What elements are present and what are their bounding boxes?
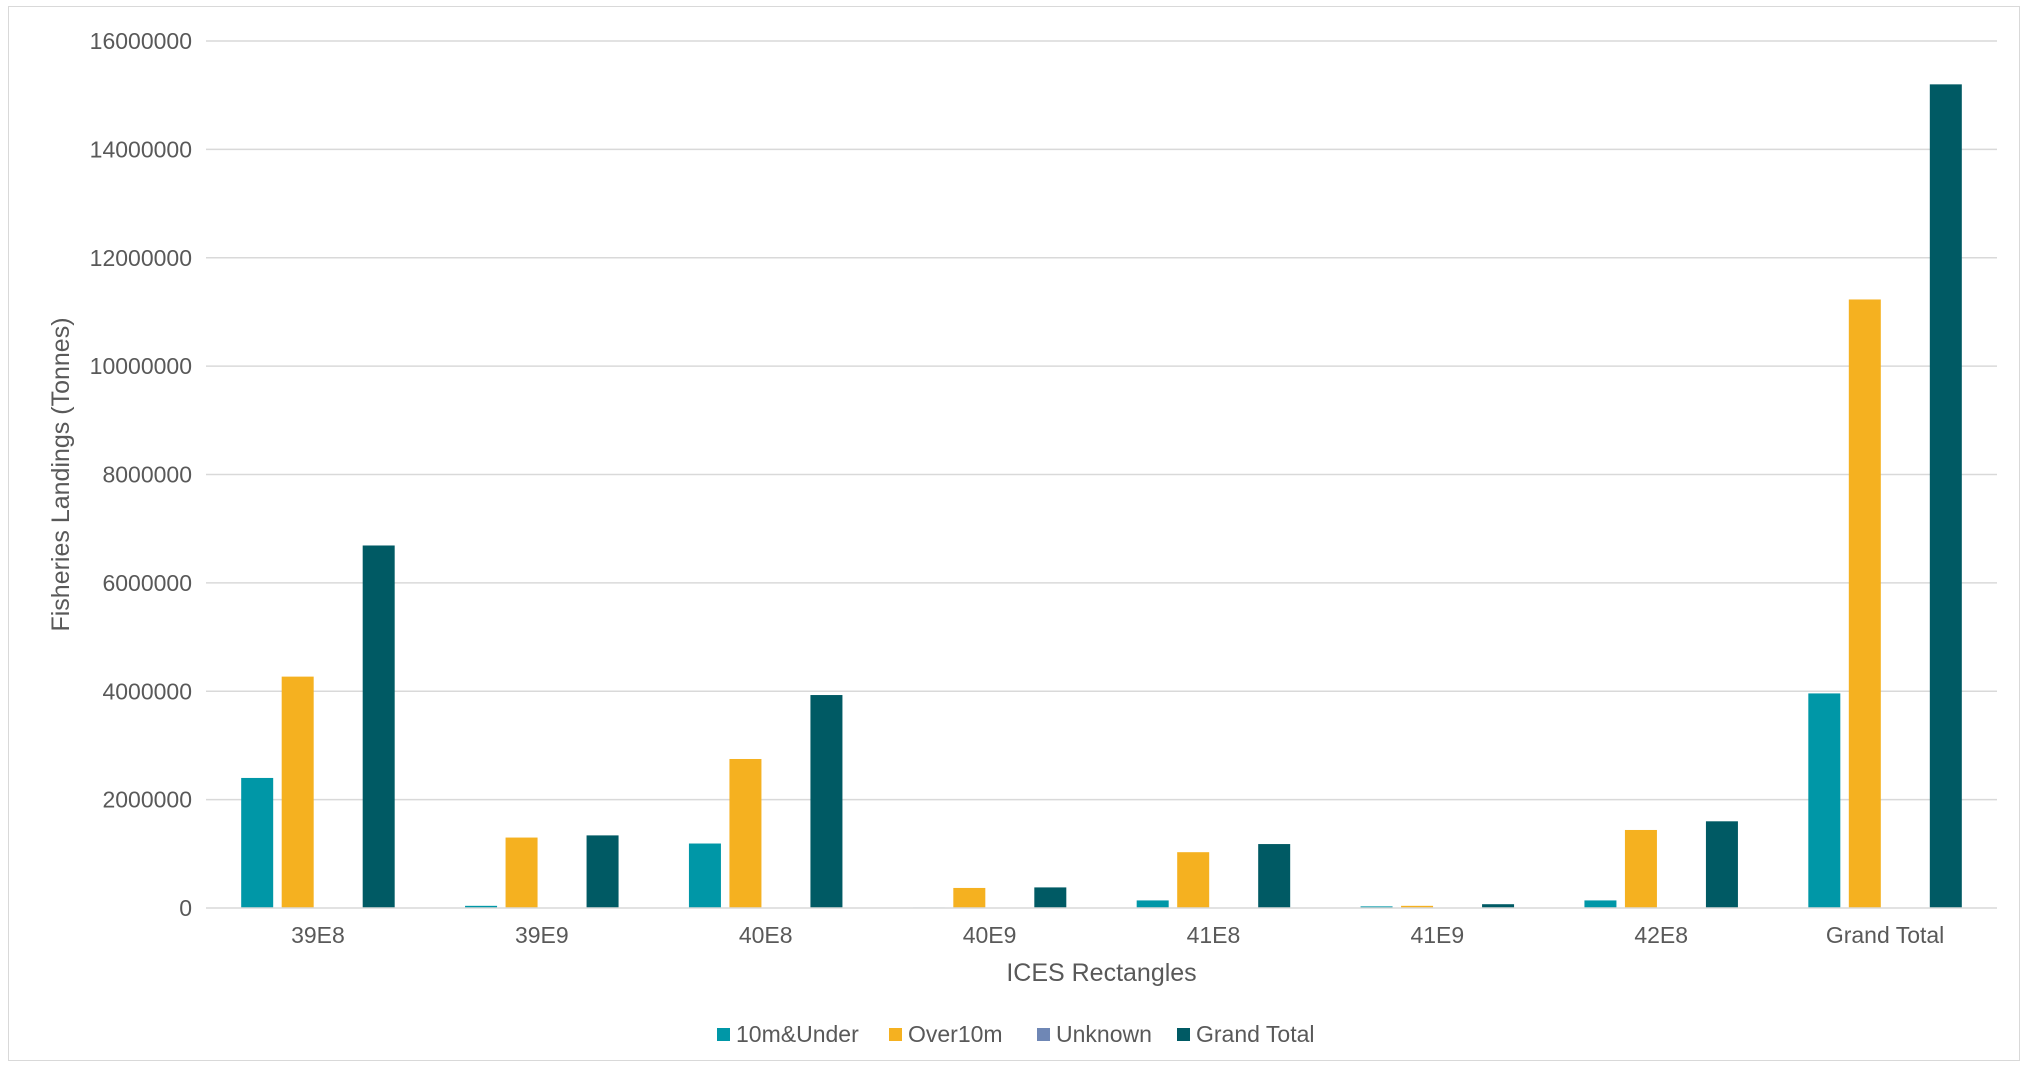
x-tick-label: 42E8 — [1634, 922, 1688, 948]
bar-over10m-40e9 — [953, 887, 986, 908]
bar-grand-total-42e8 — [1705, 821, 1738, 908]
y-tick-label: 6000000 — [102, 570, 192, 596]
legend: 10m&Under Over10m Unknown Grand Total — [717, 1021, 1314, 1047]
x-tick-label: 41E8 — [1187, 922, 1241, 948]
y-tick-label: 0 — [179, 895, 192, 921]
y-tick-label: 8000000 — [102, 462, 192, 488]
chart-area: 0 2000000 4000000 6000000 8000000 10000000 120… — [8, 6, 2020, 1061]
bar-grand-total-40e9 — [1034, 887, 1067, 908]
x-tick-label: 39E8 — [291, 922, 345, 948]
bar-10m-under-40e8 — [688, 843, 721, 908]
y-tick-label: 16000000 — [90, 28, 192, 54]
x-tick-label: 40E9 — [963, 922, 1017, 948]
bar-10m-under-39e8 — [241, 777, 274, 908]
y-tick-label: 14000000 — [90, 136, 192, 162]
bar-10m-under-39e9 — [465, 905, 498, 908]
bar-over10m-41e9 — [1401, 905, 1434, 908]
bar-over10m-39e9 — [505, 837, 538, 908]
bar-over10m-40e8 — [729, 758, 762, 908]
bar-grand-total-41e8 — [1258, 844, 1291, 908]
bars — [241, 84, 1962, 909]
x-tick-label: 41E9 — [1410, 922, 1464, 948]
legend-swatch-over10m — [889, 1028, 902, 1041]
x-tick-label: 39E9 — [515, 922, 569, 948]
bar-over10m-grand-total — [1848, 299, 1881, 908]
bar-chart: 0 2000000 4000000 6000000 8000000 10000000 120… — [47, 28, 1997, 1047]
x-axis-title: ICES Rectangles — [1006, 959, 1196, 987]
x-tick-label: 40E8 — [739, 922, 793, 948]
bar-over10m-42e8 — [1624, 829, 1657, 908]
y-axis-title: Fisheries Landings (Tonnes) — [47, 317, 75, 631]
bar-10m-under-41e9 — [1360, 906, 1393, 908]
bar-grand-total-41e9 — [1482, 904, 1515, 908]
bar-over10m-39e8 — [281, 676, 314, 908]
legend-swatch-unknown — [1037, 1028, 1050, 1041]
legend-label-unknown: Unknown — [1056, 1021, 1152, 1047]
bar-grand-total-40e8 — [810, 695, 843, 908]
legend-label-10m-under: 10m&Under — [736, 1021, 859, 1047]
legend-swatch-10m-under — [717, 1028, 730, 1041]
gridlines — [206, 40, 1997, 801]
bar-over10m-41e8 — [1177, 852, 1210, 908]
y-tick-label: 2000000 — [102, 787, 192, 813]
bar-10m-under-41e8 — [1136, 900, 1169, 908]
legend-swatch-grand-total — [1177, 1028, 1190, 1041]
x-axis-ticks: 39E8 39E9 40E8 40E9 41E8 41E9 42E8 Grand Total — [291, 922, 1944, 948]
y-tick-label: 4000000 — [102, 678, 192, 704]
bar-grand-total-39e9 — [586, 835, 619, 908]
y-axis-ticks: 0 2000000 4000000 6000000 8000000 10000000 120… — [90, 28, 192, 921]
y-tick-label: 12000000 — [90, 245, 192, 271]
bar-10m-under-grand-total — [1808, 693, 1841, 908]
bar-grand-total-39e8 — [362, 545, 395, 908]
y-tick-label: 10000000 — [90, 353, 192, 379]
legend-label-grand-total: Grand Total — [1196, 1021, 1314, 1047]
legend-label-over10m: Over10m — [908, 1021, 1003, 1047]
bar-grand-total-grand-total — [1929, 84, 1962, 909]
bar-10m-under-42e8 — [1584, 900, 1617, 908]
x-tick-label: Grand Total — [1826, 922, 1944, 948]
